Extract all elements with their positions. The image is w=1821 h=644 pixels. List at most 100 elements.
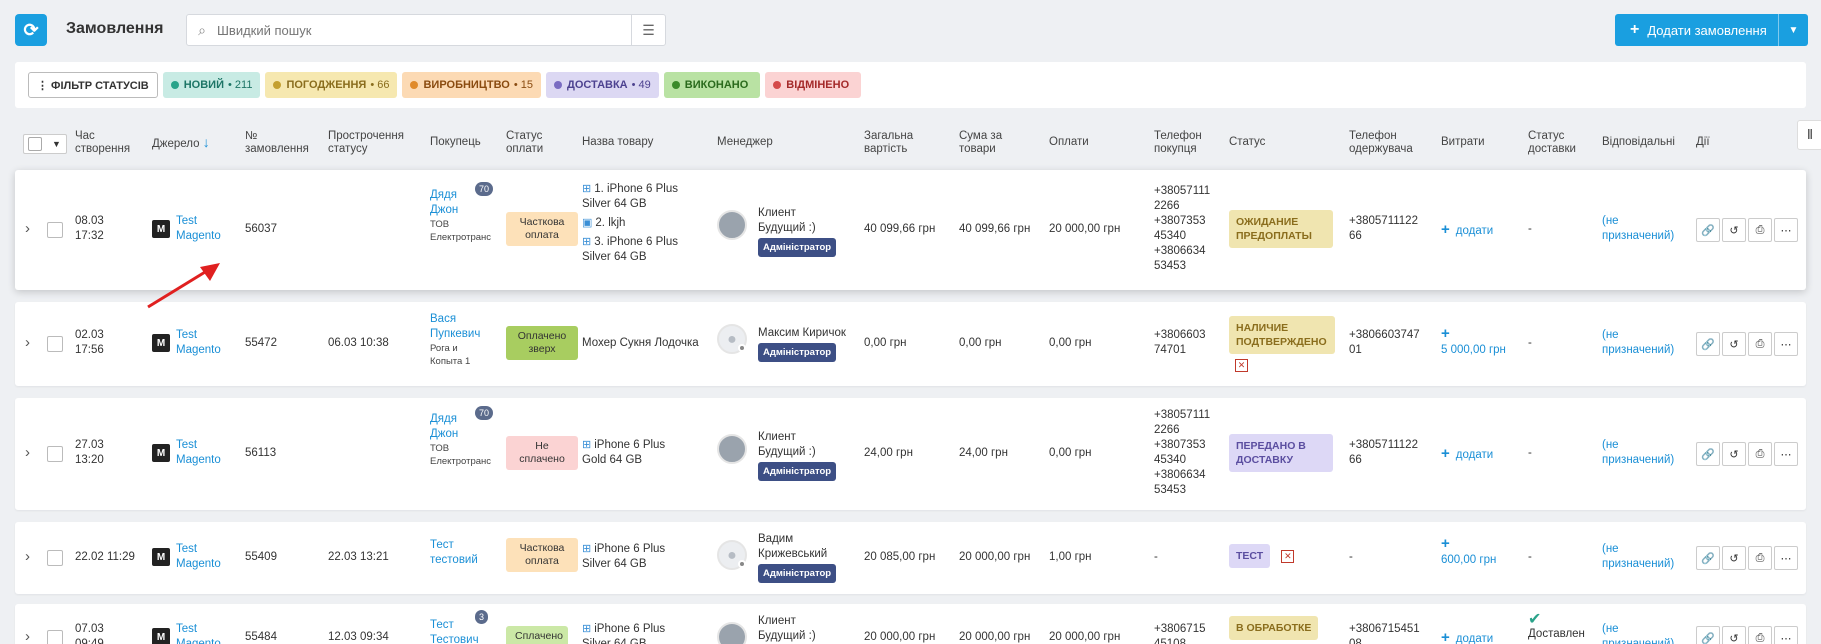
link-icon[interactable]: 🔗 [1696,332,1720,356]
add-expense-link[interactable]: + додати [1441,221,1494,238]
print-icon[interactable]: ⎙ [1748,332,1772,356]
more-icon[interactable]: ⋯ [1774,332,1798,356]
history-icon[interactable]: ↺ [1722,442,1746,466]
product-item[interactable]: ⊞ iPhone 6 Plus Silver 64 GB [582,623,666,644]
col-buyer-phone[interactable]: Телефон покупця [1154,130,1202,155]
responsible[interactable]: (не призначений) [1602,543,1675,570]
product-item[interactable]: ▣ 2. lkjh [582,217,626,229]
col-buyer[interactable]: Покупець [430,136,481,148]
responsible[interactable]: (не призначений) [1602,623,1675,644]
expand-chevron-icon[interactable]: › [25,628,30,644]
link-icon[interactable]: 🔗 [1696,626,1720,644]
chevron-down-icon[interactable]: ▼ [1778,14,1808,46]
table-row[interactable]: › 08.03 17:32 M Test Magento 56037 Дядя Д… [15,170,1806,290]
filter-chip-approval[interactable]: ПОГОДЖЕННЯ • 66 [265,72,398,98]
col-order-no[interactable]: № замовлення [245,130,309,155]
responsible[interactable]: (не призначений) [1602,215,1675,242]
select-all-checkbox[interactable] [28,137,42,151]
more-icon[interactable]: ⋯ [1774,626,1798,644]
col-expenses[interactable]: Витрати [1441,136,1485,148]
cancel-status-icon[interactable]: ✕ [1235,359,1248,372]
table-row[interactable]: › 02.03 17:56 M Test Magento 55472 06.03 … [15,302,1806,386]
print-icon[interactable]: ⎙ [1748,442,1772,466]
row-checkbox[interactable] [47,630,63,644]
status[interactable]: ОЖИДАНИЕ ПРЕДОПЛАТЫ [1229,210,1333,248]
responsible[interactable]: (не призначений) [1602,439,1675,466]
col-product[interactable]: Назва товару [582,136,654,148]
search-input[interactable] [217,22,631,38]
link-icon[interactable]: 🔗 [1696,442,1720,466]
product-item[interactable]: Мохер Сукня Лодочка [582,337,699,349]
col-pay-status[interactable]: Статус оплати [506,130,544,155]
expand-chevron-icon[interactable]: › [25,334,30,351]
order-number[interactable]: 56113 [245,447,277,459]
more-icon[interactable]: ⋯ [1774,442,1798,466]
product-item[interactable]: ⊞ iPhone 6 Plus Gold 64 GB [582,439,666,466]
col-total[interactable]: Загальна вартість [864,130,914,155]
status-dot-icon [170,81,179,89]
columns-toggle-button[interactable]: ⦀ [1797,120,1821,150]
order-number[interactable]: 56037 [245,223,277,235]
col-created[interactable]: Час створення [75,130,131,155]
history-icon[interactable]: ↺ [1722,332,1746,356]
col-recipient-phone[interactable]: Телефон одержувача [1349,130,1413,155]
status[interactable]: ТЕСТ ✕ [1229,544,1295,568]
expand-chevron-icon[interactable]: › [25,444,30,461]
col-source[interactable]: Джерело ↓ [152,134,210,150]
product-item[interactable]: ⊞ 1. iPhone 6 Plus Silver 64 GB [582,183,678,210]
row-checkbox[interactable] [47,550,63,566]
expand-chevron-icon[interactable]: › [25,220,30,237]
add-expense-link[interactable]: +600,00 грн [1441,535,1497,566]
col-goods-sum[interactable]: Сума за товари [959,130,1003,155]
order-number[interactable]: 55484 [245,631,277,643]
status[interactable]: В ОБРАБОТКЕ [1229,616,1319,640]
table-row[interactable]: › 07.03 09:49 M Test Magento 55484 12.03 … [15,604,1806,644]
pay-status: Часткова оплата [506,538,578,572]
print-icon[interactable]: ⎙ [1748,218,1772,242]
product-item[interactable]: ⊞ iPhone 6 Plus Silver 64 GB [582,543,666,570]
select-all-dropdown[interactable]: ▼ [23,134,67,154]
refresh-button[interactable]: ⟳ [15,14,47,46]
history-icon[interactable]: ↺ [1722,626,1746,644]
filter-chip-cancelled[interactable]: ВІДМІНЕНО [765,72,862,98]
buyer-phone: +38057111 2266 +3807353 45340 +3806634 5… [1154,409,1211,496]
link-icon[interactable]: 🔗 [1696,546,1720,570]
magento-logo-icon: M [152,444,170,462]
filter-chip-production[interactable]: ВИРОБНИЦТВО • 15 [402,72,541,98]
filter-chip-done[interactable]: ВИКОНАНО [663,72,761,98]
filter-settings-icon[interactable]: ☰ [631,15,665,45]
cancel-status-icon[interactable]: ✕ [1281,550,1295,563]
col-status[interactable]: Статус [1229,136,1266,148]
more-icon[interactable]: ⋯ [1774,546,1798,570]
col-payments[interactable]: Оплати [1049,136,1089,148]
history-icon[interactable]: ↺ [1722,218,1746,242]
row-checkbox[interactable] [47,446,63,462]
order-number[interactable]: 55409 [245,551,277,563]
status[interactable]: НАЛИЧИЕ ПОДТВЕРЖДЕНО ✕ [1229,316,1335,373]
add-expense-link[interactable]: + додати [1441,629,1494,644]
row-checkbox[interactable] [47,336,63,352]
expand-chevron-icon[interactable]: › [25,548,30,565]
row-checkbox[interactable] [47,222,63,238]
col-manager[interactable]: Менеджер [717,136,773,148]
status-filter-button[interactable]: ⋮ ФІЛЬТР СТАТУСІВ [28,72,158,98]
responsible[interactable]: (не призначений) [1602,329,1675,356]
filter-chip-new[interactable]: НОВИЙ • 211 [162,72,261,98]
filter-chip-delivery[interactable]: ДОСТАВКА • 49 [545,72,659,98]
col-delivery-status[interactable]: Статус доставки [1528,130,1576,155]
table-row[interactable]: › 27.03 13:20 M Test Magento 56113 Дядя Д… [15,398,1806,510]
add-expense-link[interactable]: +5 000,00 грн [1441,325,1506,356]
table-row[interactable]: › 22.02 11:29 M Test Magento 55409 22.03 … [15,522,1806,594]
link-icon[interactable]: 🔗 [1696,218,1720,242]
add-expense-link[interactable]: + додати [1441,445,1494,462]
more-icon[interactable]: ⋯ [1774,218,1798,242]
add-order-button[interactable]: + Додати замовлення ▼ [1615,14,1808,46]
status[interactable]: ПЕРЕДАНО В ДОСТАВКУ [1229,434,1333,472]
col-overdue[interactable]: Прострочення статусу [328,130,404,155]
history-icon[interactable]: ↺ [1722,546,1746,570]
order-number[interactable]: 55472 [245,337,277,349]
print-icon[interactable]: ⎙ [1748,546,1772,570]
print-icon[interactable]: ⎙ [1748,626,1772,644]
col-responsible[interactable]: Відповідальні [1602,136,1675,148]
product-item[interactable]: ⊞ 3. iPhone 6 Plus Silver 64 GB [582,236,678,263]
